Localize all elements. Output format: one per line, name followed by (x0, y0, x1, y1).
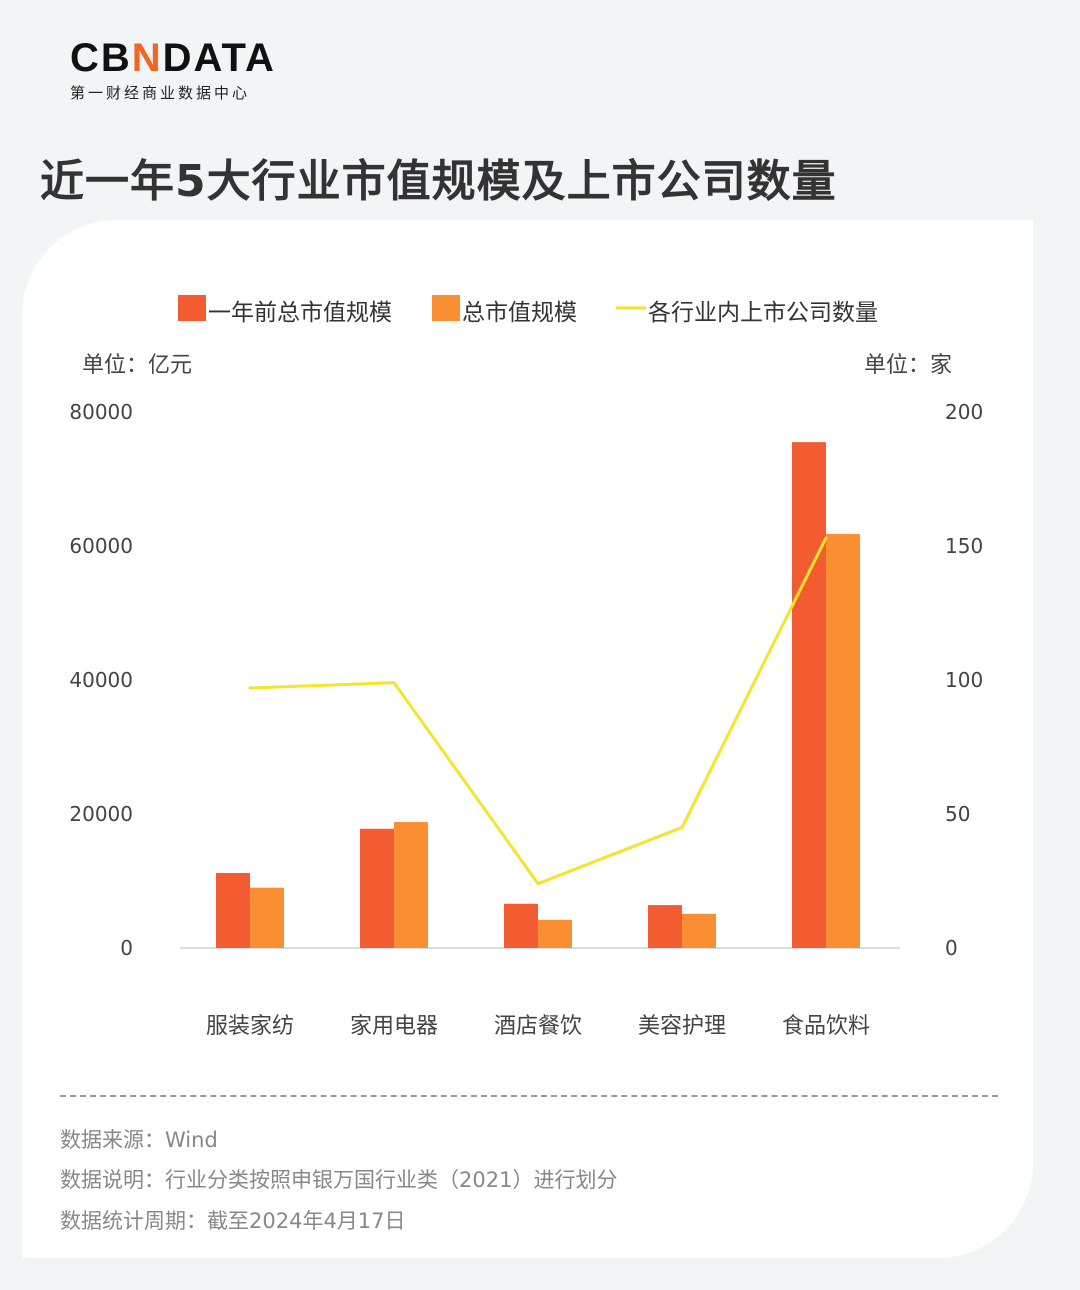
right-tick-label: 200 (945, 400, 983, 424)
footer-source: 数据来源：Wind (60, 1128, 218, 1152)
bar-prev-year-market-cap (504, 903, 538, 948)
divider (60, 1095, 998, 1097)
category-label: 食品饮料 (782, 1014, 870, 1039)
bar-prev-year-market-cap (216, 872, 250, 948)
line-point (824, 536, 828, 540)
logo: CBNDATA 第一财经商业数据中心 (70, 38, 276, 103)
footer-note: 数据说明：行业分类按照申银万国行业类（2021）进行划分 (60, 1168, 618, 1192)
category-label: 家用电器 (350, 1014, 438, 1039)
legend-label: 各行业内上市公司数量 (648, 300, 878, 326)
left-axis-unit: 单位：亿元 (82, 353, 192, 378)
bar-market-cap (682, 913, 716, 948)
right-tick-label: 150 (945, 534, 983, 558)
bar-market-cap (250, 887, 284, 948)
line-point (536, 882, 540, 886)
right-tick-label: 50 (945, 802, 970, 826)
bar-market-cap (394, 822, 428, 948)
left-tick-label: 40000 (69, 668, 133, 692)
legend-label: 总市值规模 (462, 300, 577, 326)
line-point (680, 825, 684, 829)
chart-card (22, 220, 1033, 1258)
category-label: 酒店餐饮 (494, 1014, 582, 1039)
left-tick-label: 20000 (69, 802, 133, 826)
bar-market-cap (826, 533, 860, 948)
logo-subtitle: 第一财经商业数据中心 (70, 84, 251, 102)
bar-market-cap (538, 919, 572, 948)
right-tick-label: 0 (945, 936, 958, 960)
right-tick-label: 100 (945, 668, 983, 692)
left-tick-label: 60000 (69, 534, 133, 558)
line-company-count (249, 537, 828, 886)
bar-prev-year-market-cap (360, 828, 394, 948)
bar-prev-year-market-cap (792, 442, 826, 948)
line-point (392, 681, 396, 685)
line-point (248, 686, 252, 690)
category-label: 服装家纺 (206, 1014, 294, 1039)
category-label: 美容护理 (638, 1014, 726, 1039)
legend-swatch (178, 295, 206, 321)
left-tick-label: 80000 (69, 400, 133, 424)
bar-prev-year-market-cap (648, 905, 682, 948)
left-tick-label: 0 (120, 936, 133, 960)
legend-label: 一年前总市值规模 (208, 300, 392, 326)
logo-wordmark: CBNDATA (70, 36, 276, 80)
page-title: 近一年5大行业市值规模及上市公司数量 (40, 156, 837, 207)
legend-swatch (432, 295, 460, 321)
right-axis-unit: 单位：家 (864, 353, 952, 378)
footer-period: 数据统计周期：截至2024年4月17日 (60, 1209, 406, 1233)
